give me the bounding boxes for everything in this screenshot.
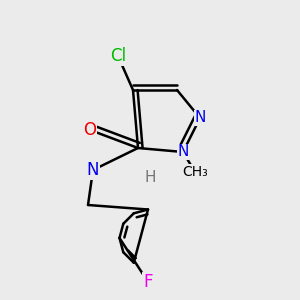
Text: CH₃: CH₃: [182, 165, 208, 179]
Text: O: O: [83, 121, 97, 139]
Text: Cl: Cl: [110, 47, 126, 65]
Text: N: N: [194, 110, 206, 125]
Text: N: N: [87, 161, 99, 179]
Text: N: N: [177, 145, 189, 160]
Text: F: F: [143, 273, 153, 291]
Text: H: H: [144, 170, 156, 185]
